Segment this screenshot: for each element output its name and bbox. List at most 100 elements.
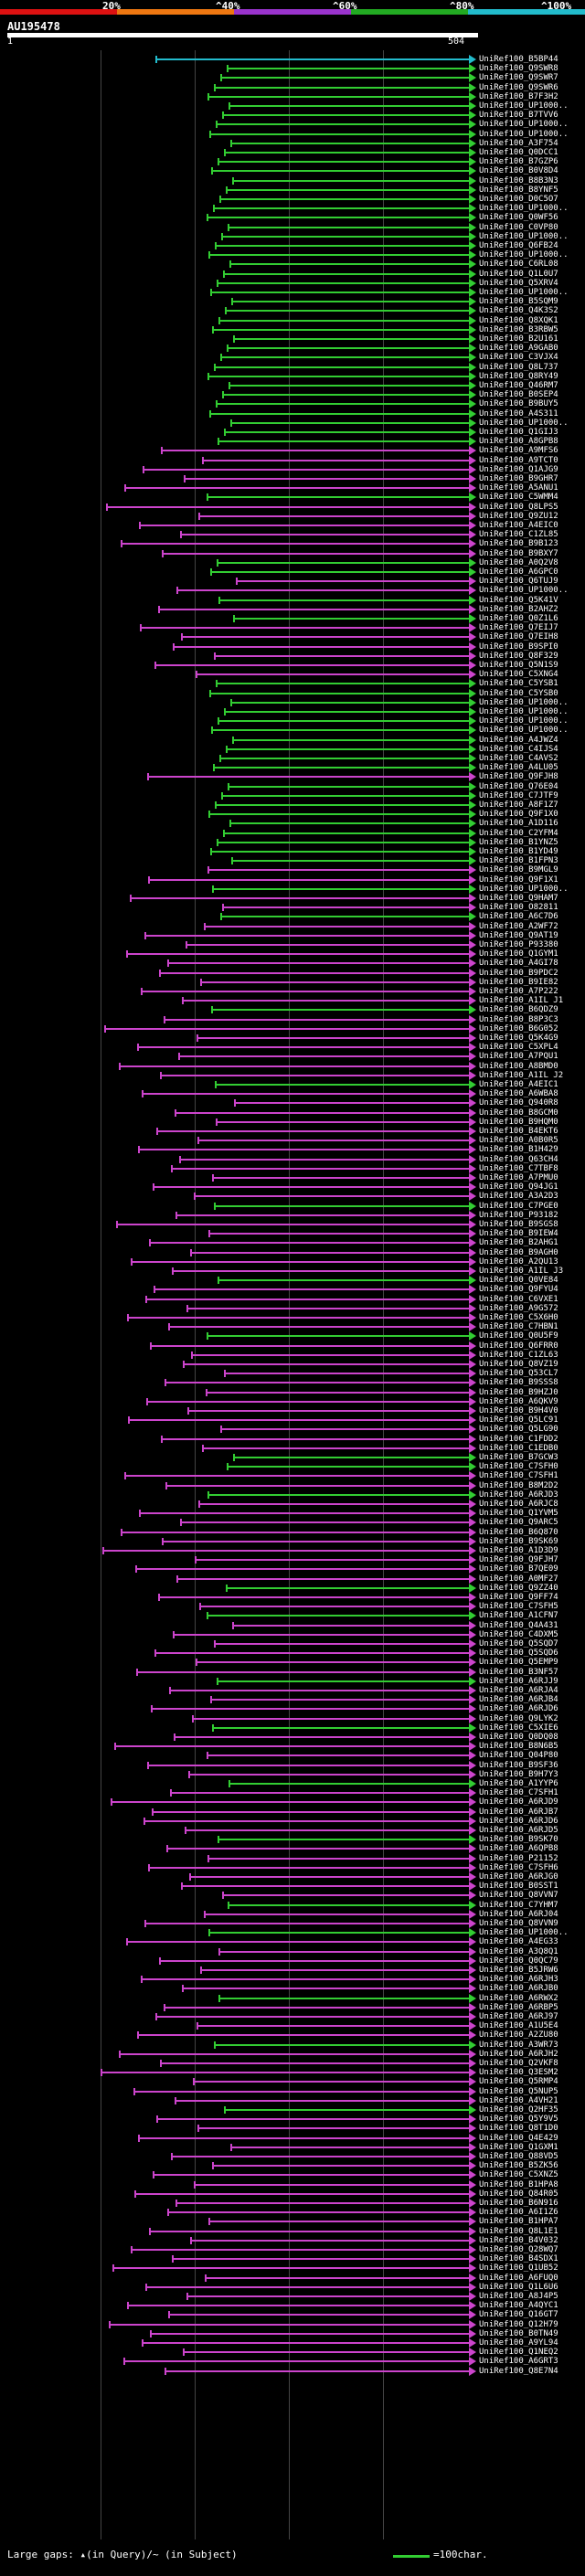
hit-row[interactable]: UniRef100_UP1000.. xyxy=(0,120,585,129)
hit-label[interactable]: UniRef100_UP1000.. xyxy=(479,120,569,129)
hit-row[interactable]: UniRef100_B9IE82 xyxy=(0,978,585,987)
hit-row[interactable]: UniRef100_A6QPB8 xyxy=(0,1844,585,1853)
hit-row[interactable]: UniRef100_P21152 xyxy=(0,1854,585,1863)
hit-label[interactable]: UniRef100_A6RJJ9 xyxy=(479,1677,558,1686)
hit-row[interactable]: UniRef100_A6RJD3 xyxy=(0,1490,585,1500)
hit-row[interactable]: UniRef100_B9AGH0 xyxy=(0,1248,585,1257)
hit-row[interactable]: UniRef100_A4JWZ4 xyxy=(0,736,585,745)
hit-row[interactable]: UniRef100_B2AHG1 xyxy=(0,1238,585,1247)
hit-label[interactable]: UniRef100_A3WR73 xyxy=(479,2041,558,2050)
hit-row[interactable]: UniRef100_Q7EIH8 xyxy=(0,632,585,641)
hit-label[interactable]: UniRef100_UP1000.. xyxy=(479,419,569,428)
hit-row[interactable]: UniRef100_A1D116 xyxy=(0,819,585,828)
hit-row[interactable]: UniRef100_Q0QC79 xyxy=(0,1956,585,1966)
hit-row[interactable]: UniRef100_B5ZK56 xyxy=(0,2161,585,2170)
hit-label[interactable]: UniRef100_P93182 xyxy=(479,1211,558,1220)
hit-label[interactable]: UniRef100_B9HZJ0 xyxy=(479,1388,558,1397)
hit-row[interactable]: UniRef100_A1IL J3 xyxy=(0,1267,585,1276)
hit-label[interactable]: UniRef100_Q9ARC5 xyxy=(479,1518,558,1527)
hit-row[interactable]: UniRef100_Q5K41V xyxy=(0,596,585,605)
hit-row[interactable]: UniRef100_Q8RY49 xyxy=(0,372,585,381)
hit-label[interactable]: UniRef100_A3Q8Q1 xyxy=(479,1947,558,1956)
hit-row[interactable]: UniRef100_Q5LC91 xyxy=(0,1415,585,1425)
hit-row[interactable]: UniRef100_Q9FJH7 xyxy=(0,1555,585,1564)
hit-row[interactable]: UniRef100_B9MGL9 xyxy=(0,865,585,875)
hit-label[interactable]: UniRef100_C4AVS2 xyxy=(479,754,558,763)
hit-label[interactable]: UniRef100_A8F1Z7 xyxy=(479,800,558,810)
hit-label[interactable]: UniRef100_A6RJ04 xyxy=(479,1910,558,1919)
hit-label[interactable]: UniRef100_C1ZL85 xyxy=(479,530,558,539)
hit-label[interactable]: UniRef100_UP1000.. xyxy=(479,707,569,716)
hit-row[interactable]: UniRef100_Q8F329 xyxy=(0,652,585,661)
hit-label[interactable]: UniRef100_B7TVV6 xyxy=(479,111,558,120)
hit-label[interactable]: UniRef100_B8GCM0 xyxy=(479,1108,558,1118)
hit-label[interactable]: UniRef100_B9IEW4 xyxy=(479,1229,558,1238)
hit-label[interactable]: UniRef100_C7YHM7 xyxy=(479,1901,558,1910)
hit-row[interactable]: UniRef100_B1YNZ5 xyxy=(0,838,585,847)
hit-label[interactable]: UniRef100_C7HBN1 xyxy=(479,1322,558,1331)
hit-row[interactable]: UniRef100_B9IEW4 xyxy=(0,1229,585,1238)
hit-row[interactable]: UniRef100_C5YSB0 xyxy=(0,689,585,698)
hit-label[interactable]: UniRef100_Q12H79 xyxy=(479,2320,558,2329)
hit-label[interactable]: UniRef100_Q9SWR6 xyxy=(479,83,558,92)
hit-row[interactable]: UniRef100_B9SF36 xyxy=(0,1761,585,1770)
hit-row[interactable]: UniRef100_A4EG33 xyxy=(0,1937,585,1946)
hit-row[interactable]: UniRef100_Q9F1X0 xyxy=(0,810,585,819)
hit-label[interactable]: UniRef100_A1CFN7 xyxy=(479,1611,558,1620)
hit-row[interactable]: UniRef100_A2QU13 xyxy=(0,1257,585,1267)
hit-row[interactable]: UniRef100_Q5K4G9 xyxy=(0,1034,585,1043)
hit-row[interactable]: UniRef100_UP1000.. xyxy=(0,885,585,894)
hit-label[interactable]: UniRef100_A4EIC0 xyxy=(479,521,558,530)
hit-label[interactable]: UniRef100_C5XNZ5 xyxy=(479,2170,558,2179)
hit-row[interactable]: UniRef100_Q84R05 xyxy=(0,2189,585,2199)
hit-row[interactable]: UniRef100_B4EKT6 xyxy=(0,1127,585,1136)
hit-row[interactable]: UniRef100_Q9F1X1 xyxy=(0,875,585,885)
hit-label[interactable]: UniRef100_A2WF72 xyxy=(479,922,558,931)
hit-row[interactable]: UniRef100_B9GHR7 xyxy=(0,474,585,483)
hit-row[interactable]: UniRef100_B6QDZ9 xyxy=(0,1005,585,1014)
hit-label[interactable]: UniRef100_A6RJH3 xyxy=(479,1975,558,1984)
hit-row[interactable]: UniRef100_Q1AJG9 xyxy=(0,465,585,474)
hit-label[interactable]: UniRef100_Q8VZ19 xyxy=(479,1360,558,1369)
hit-label[interactable]: UniRef100_A9MFS6 xyxy=(479,446,558,455)
hit-row[interactable]: UniRef100_Q2VKF8 xyxy=(0,2059,585,2068)
hit-label[interactable]: UniRef100_Q8VVN7 xyxy=(479,1891,558,1900)
hit-label[interactable]: UniRef100_B5BP44 xyxy=(479,55,558,64)
hit-row[interactable]: UniRef100_A8F1Z7 xyxy=(0,800,585,810)
hit-row[interactable]: UniRef100_A3WR73 xyxy=(0,2041,585,2050)
hit-row[interactable]: UniRef100_A1U5E4 xyxy=(0,2021,585,2030)
hit-label[interactable]: UniRef100_A9G572 xyxy=(479,1304,558,1313)
hit-label[interactable]: UniRef100_A8GPB8 xyxy=(479,437,558,446)
hit-row[interactable]: UniRef100_B3NF57 xyxy=(0,1668,585,1677)
hit-label[interactable]: UniRef100_C2YFM4 xyxy=(479,829,558,838)
hit-row[interactable]: UniRef100_Q6FB24 xyxy=(0,241,585,250)
hit-label[interactable]: UniRef100_C7SFH1 xyxy=(479,1788,558,1797)
hit-row[interactable]: UniRef100_Q7EIJ7 xyxy=(0,623,585,632)
hit-row[interactable]: UniRef100_Q1NEQ2 xyxy=(0,2348,585,2357)
hit-label[interactable]: UniRef100_Q4A431 xyxy=(479,1621,558,1630)
hit-row[interactable]: UniRef100_UP1000.. xyxy=(0,726,585,735)
hit-row[interactable]: UniRef100_Q76E04 xyxy=(0,782,585,791)
hit-label[interactable]: UniRef100_A1U5E4 xyxy=(479,2021,558,2030)
hit-row[interactable]: UniRef100_A6RJB4 xyxy=(0,1695,585,1704)
hit-label[interactable]: UniRef100_Q8RY49 xyxy=(479,372,558,381)
hit-row[interactable]: UniRef100_Q0DCC1 xyxy=(0,148,585,157)
hit-row[interactable]: UniRef100_UP1000.. xyxy=(0,419,585,428)
hit-row[interactable]: UniRef100_Q0Z1L6 xyxy=(0,614,585,623)
hit-row[interactable]: UniRef100_UP1000.. xyxy=(0,101,585,111)
hit-row[interactable]: UniRef100_Q9FJH8 xyxy=(0,772,585,781)
hit-row[interactable]: UniRef100_A7PQU1 xyxy=(0,1052,585,1061)
hit-label[interactable]: UniRef100_C6VXE1 xyxy=(479,1295,558,1304)
hit-label[interactable]: UniRef100_B9AGH0 xyxy=(479,1248,558,1257)
hit-row[interactable]: UniRef100_Q12H79 xyxy=(0,2320,585,2329)
hit-label[interactable]: UniRef100_B9GHR7 xyxy=(479,474,558,483)
hit-label[interactable]: UniRef100_A6RJD6 xyxy=(479,1817,558,1826)
hit-row[interactable]: UniRef100_C7HBN1 xyxy=(0,1322,585,1331)
hit-row[interactable]: UniRef100_UP1000.. xyxy=(0,586,585,595)
hit-label[interactable]: UniRef100_A1D3D9 xyxy=(479,1546,558,1555)
hit-label[interactable]: UniRef100_Q8XQK1 xyxy=(479,316,558,325)
hit-label[interactable]: UniRef100_B8YNF5 xyxy=(479,186,558,195)
hit-row[interactable]: UniRef100_A6RJ04 xyxy=(0,1910,585,1919)
hit-row[interactable]: UniRef100_A9G572 xyxy=(0,1304,585,1313)
hit-row[interactable]: UniRef100_B4SDX1 xyxy=(0,2254,585,2263)
